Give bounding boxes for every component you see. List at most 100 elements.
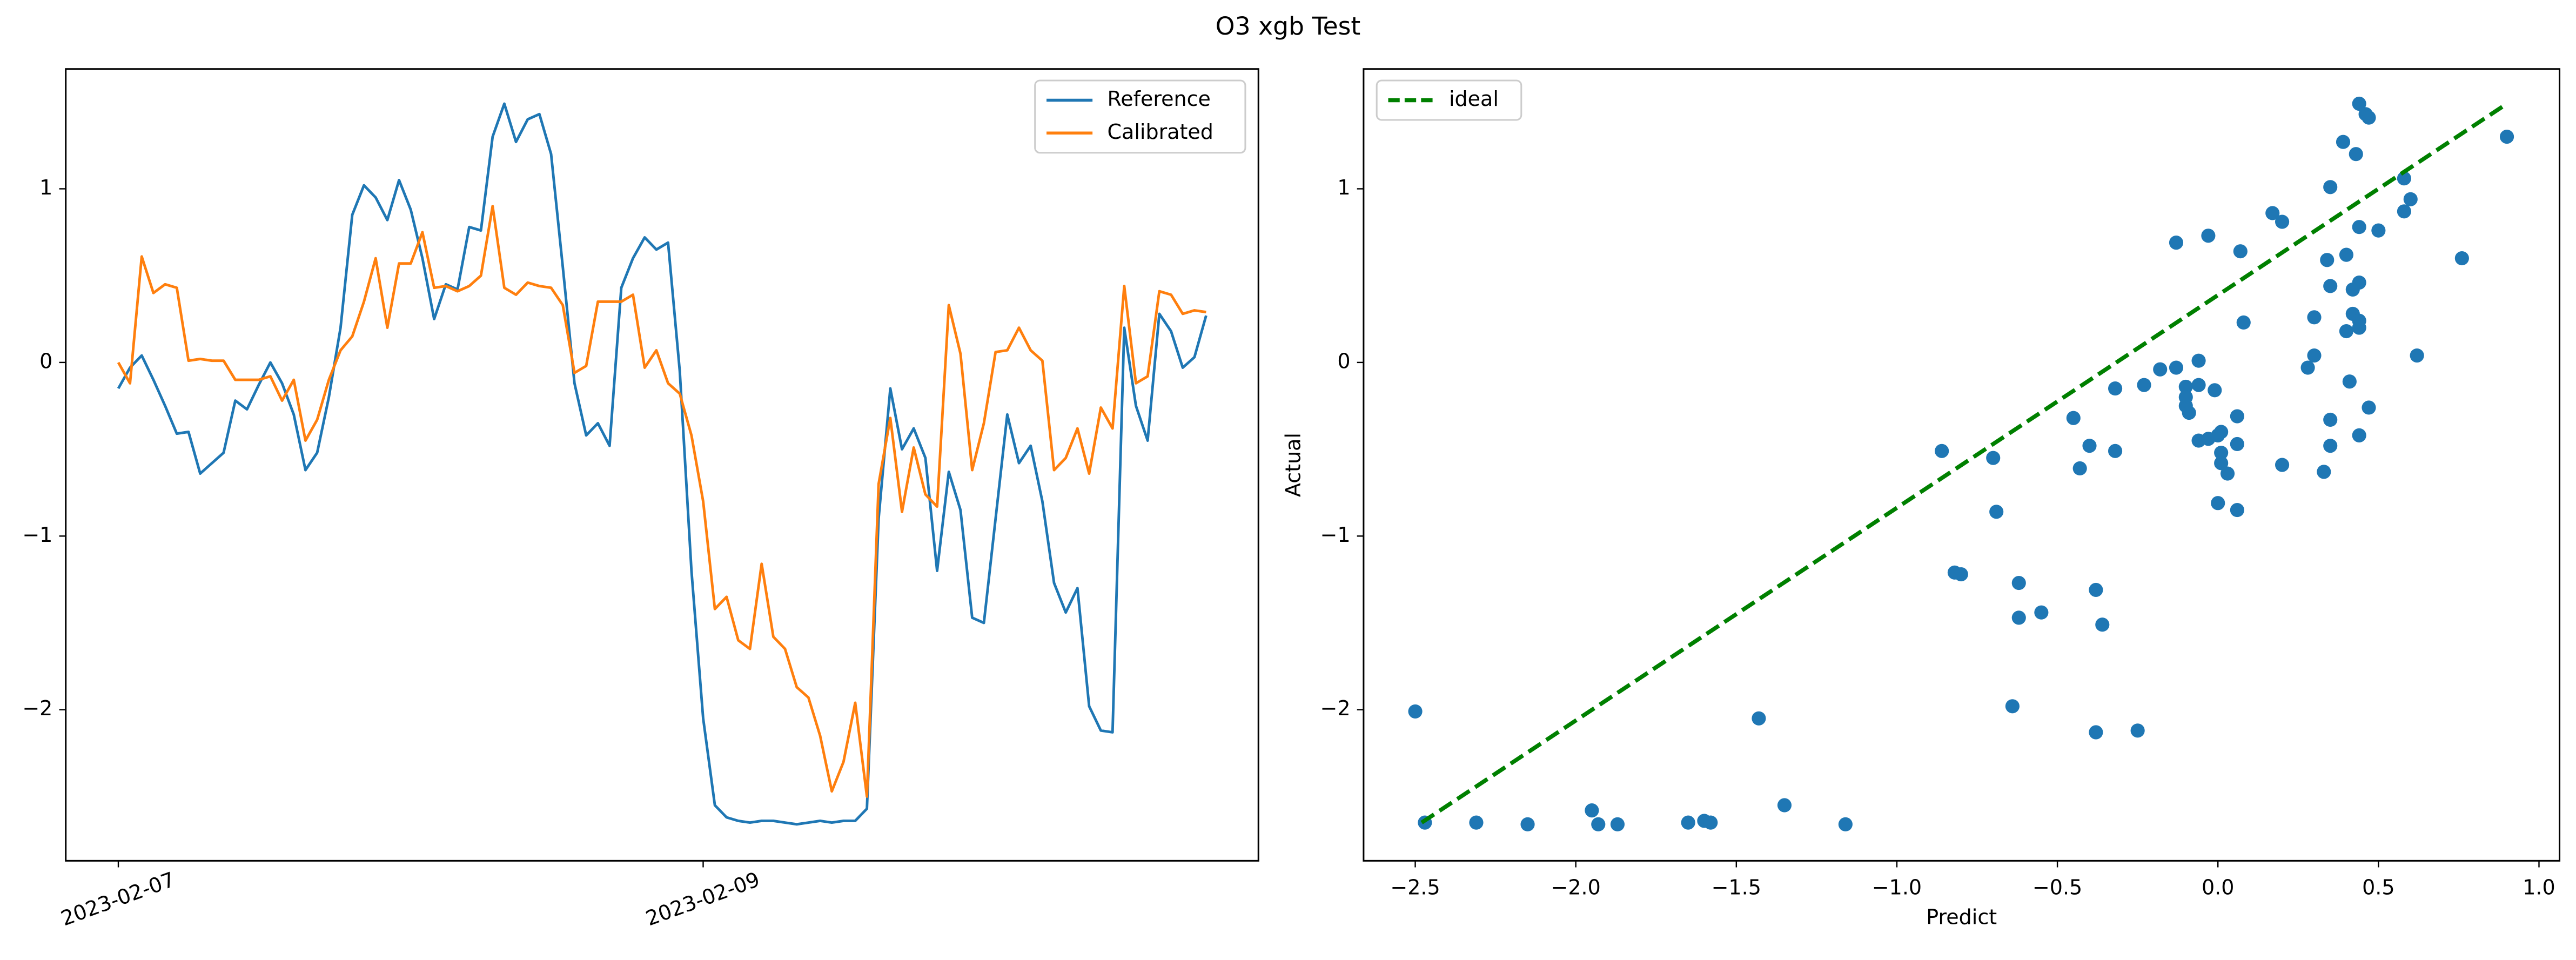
scatter-point xyxy=(2066,411,2081,425)
scatter-point xyxy=(2208,383,2222,398)
scatter-point xyxy=(2323,439,2338,453)
y-tick-label: 1 xyxy=(39,176,52,199)
scatter-point xyxy=(2201,229,2216,243)
scatter-point xyxy=(2352,220,2366,234)
scatter-point xyxy=(1408,704,1423,719)
series-line xyxy=(117,102,1208,826)
ideal-line xyxy=(1420,102,2508,824)
scatter-point xyxy=(2265,206,2280,220)
scatter-point xyxy=(2397,204,2411,219)
legend-label: Calibrated xyxy=(1108,120,1213,144)
legend-label: ideal xyxy=(1449,87,1499,111)
scatter-point xyxy=(2214,456,2229,471)
scatter-point xyxy=(2362,110,2376,125)
scatter-point xyxy=(2371,223,2386,238)
scatter-point xyxy=(2191,353,2206,368)
y-tick-label: 1 xyxy=(1337,176,1350,199)
scatter-point xyxy=(1752,711,1766,726)
series-line xyxy=(117,205,1206,798)
scatter-point xyxy=(1935,444,1949,458)
axes-frame xyxy=(1363,68,2561,862)
scatter-point xyxy=(2178,379,2193,394)
scatter-point xyxy=(1986,451,2001,465)
y-axis-label: Actual xyxy=(1282,433,1305,497)
x-tick-label: −2.0 xyxy=(1551,876,1601,899)
scatter-point xyxy=(2082,439,2097,453)
scatter-point xyxy=(2034,605,2049,620)
scatter-point xyxy=(2323,279,2338,293)
scatter-point xyxy=(2230,437,2244,452)
scatter-point xyxy=(2339,247,2354,262)
legend-label: Reference xyxy=(1108,87,1211,111)
scatter-point xyxy=(2362,400,2376,415)
scatter-point xyxy=(2339,324,2354,339)
scatter-point xyxy=(2233,244,2248,259)
scatter-point xyxy=(2300,360,2315,375)
scatter-point xyxy=(2169,236,2184,250)
scatter-point xyxy=(1610,817,1625,831)
scatter-point xyxy=(1989,505,2004,519)
scatter-point xyxy=(1469,815,1484,830)
figure-title: O3 xgb Test xyxy=(1216,12,1361,41)
y-tick-label: −2 xyxy=(1320,696,1351,720)
scatter-point xyxy=(2108,381,2123,396)
scatter-point xyxy=(2454,251,2469,266)
x-tick-label: 1.0 xyxy=(2523,876,2555,899)
scatter-point xyxy=(1681,815,1695,830)
scatter-point xyxy=(1703,815,1718,830)
scatter-point xyxy=(2230,503,2244,518)
scatter-point xyxy=(2323,412,2338,427)
scatter-point xyxy=(2336,135,2351,149)
y-tick-label: 0 xyxy=(1337,349,1350,373)
scatter-point xyxy=(2191,378,2206,392)
scatter-point xyxy=(2349,147,2363,162)
scatter-point xyxy=(2153,362,2168,377)
scatter-point xyxy=(2320,253,2335,267)
x-tick-label: −1.0 xyxy=(1872,876,1922,899)
scatter-point xyxy=(1520,817,1535,831)
scatter-point xyxy=(2137,378,2151,392)
scatter-point xyxy=(1838,817,1853,831)
scatter-point xyxy=(2005,699,2020,714)
x-tick-label: 0.0 xyxy=(2202,876,2234,899)
scatter-point xyxy=(2275,214,2290,229)
scatter-point xyxy=(2072,461,2087,476)
scatter-point xyxy=(2397,171,2411,186)
scatter-point xyxy=(2089,725,2103,740)
scatter-point xyxy=(2352,275,2366,290)
axes-frame xyxy=(65,68,1259,862)
y-tick-label: −1 xyxy=(1320,523,1351,547)
scatter-point xyxy=(2307,310,2322,325)
scatter-point xyxy=(2410,348,2424,363)
scatter-point xyxy=(2214,445,2229,460)
legend-box xyxy=(1034,79,1246,154)
scatter-point xyxy=(2275,458,2290,472)
scatter-point xyxy=(2323,180,2338,194)
x-tick-label: −2.5 xyxy=(1390,876,1440,899)
scatter-point xyxy=(2317,465,2331,479)
scatter-point xyxy=(2499,129,2514,144)
scatter-point xyxy=(2352,96,2366,111)
scatter-point xyxy=(2089,582,2103,598)
scatter-point xyxy=(2130,723,2145,738)
y-tick-label: −1 xyxy=(22,523,52,547)
scatter-point xyxy=(2220,466,2235,481)
scatter-point xyxy=(2230,409,2244,424)
x-tick-label: −1.5 xyxy=(1712,876,1761,899)
x-axis-label: Predict xyxy=(1926,905,1997,929)
scatter-point xyxy=(2342,374,2357,389)
scatter-point xyxy=(2214,425,2229,439)
x-tick-label: 0.5 xyxy=(2362,876,2394,899)
scatter-point xyxy=(2182,406,2196,420)
scatter-point xyxy=(2108,444,2123,458)
scatter-point xyxy=(1585,803,1599,818)
scatter-point xyxy=(1777,798,1792,813)
scatter-point xyxy=(1954,567,1968,582)
scatter-point xyxy=(2011,610,2026,625)
scatter-point xyxy=(1591,817,1606,831)
scatter-point xyxy=(2169,360,2184,375)
y-tick-label: 0 xyxy=(39,349,52,373)
